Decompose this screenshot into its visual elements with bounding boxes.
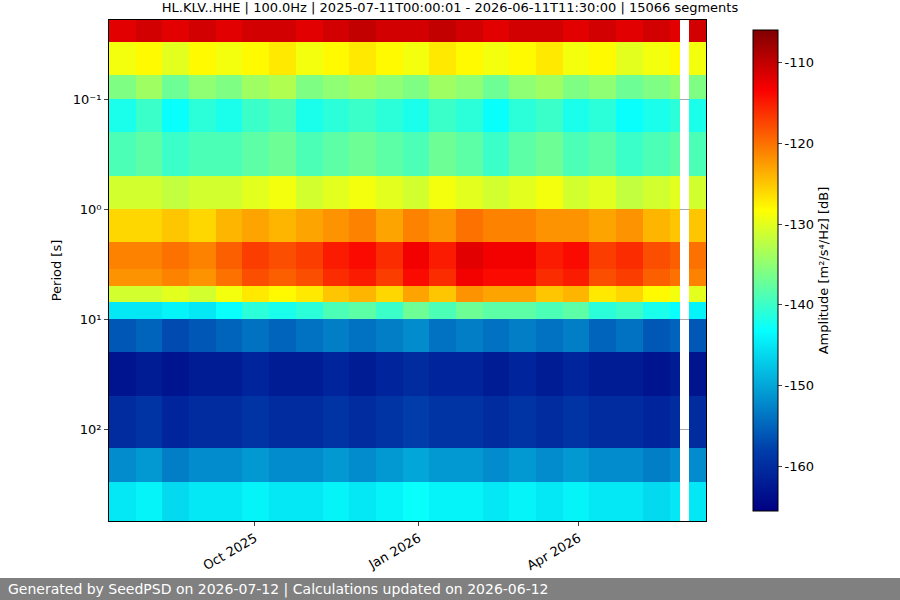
svg-text:Apr 2026: Apr 2026 bbox=[524, 530, 583, 573]
svg-text:-140: -140 bbox=[785, 297, 815, 312]
svg-text:-160: -160 bbox=[785, 459, 815, 474]
svg-text:Amplitude [m²/s⁴/Hz] [dB]: Amplitude [m²/s⁴/Hz] [dB] bbox=[816, 187, 831, 355]
svg-text:10⁻¹: 10⁻¹ bbox=[73, 92, 102, 107]
svg-text:Jan 2026: Jan 2026 bbox=[365, 530, 423, 572]
svg-text:Period [s]: Period [s] bbox=[49, 240, 64, 302]
svg-text:-130: -130 bbox=[785, 217, 815, 232]
svg-text:10⁰: 10⁰ bbox=[80, 202, 102, 217]
svg-text:10²: 10² bbox=[80, 422, 102, 437]
svg-text:HL.KLV..HHE | 100.0Hz | 2025-0: HL.KLV..HHE | 100.0Hz | 2025-07-11T00:00… bbox=[162, 0, 739, 15]
svg-text:-110: -110 bbox=[785, 55, 815, 70]
html-text:Generated by SeedPSD on 2026-0: Generated by SeedPSD on 2026-07-12 | Cal… bbox=[8, 581, 549, 597]
svg-text:-150: -150 bbox=[785, 378, 815, 393]
svg-text:Oct 2025: Oct 2025 bbox=[200, 530, 259, 573]
svg-text:10¹: 10¹ bbox=[80, 312, 102, 327]
svg-text:-120: -120 bbox=[785, 136, 815, 151]
